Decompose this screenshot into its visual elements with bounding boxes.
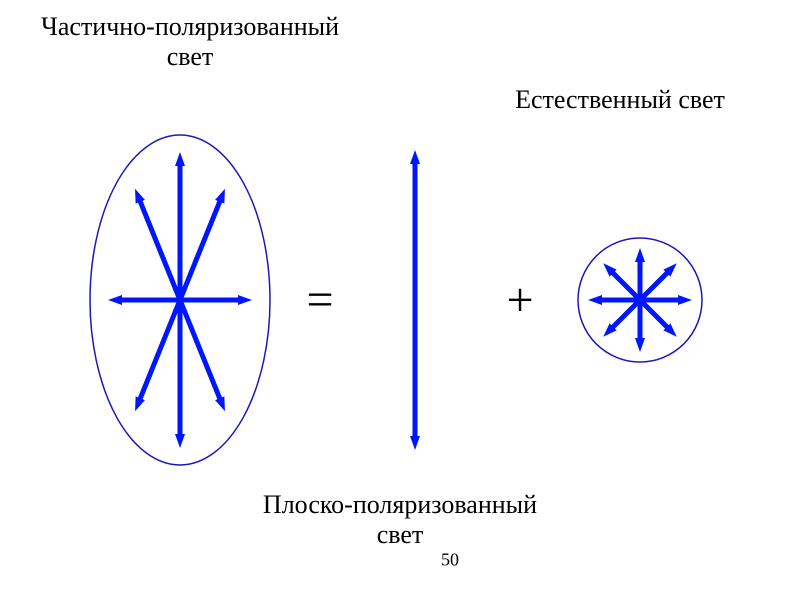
- diagram-canvas: [0, 0, 800, 600]
